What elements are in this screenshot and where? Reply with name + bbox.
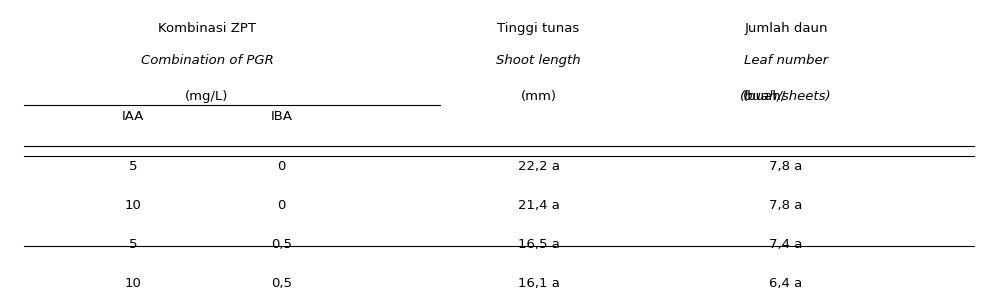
Text: (mm): (mm) [521,90,557,103]
Text: 5: 5 [129,238,137,251]
Text: 7,8 a: 7,8 a [769,160,802,173]
Text: IAA: IAA [122,110,144,123]
Text: IBA: IBA [270,110,292,123]
Text: (buah/sheets): (buah/sheets) [741,90,831,103]
Text: (buah/: (buah/ [743,90,786,103]
Text: 6,4 a: 6,4 a [769,277,802,290]
Text: 7,8 a: 7,8 a [769,199,802,212]
Text: Kombinasi ZPT: Kombinasi ZPT [158,22,256,35]
Text: 10: 10 [125,277,142,290]
Text: 0: 0 [277,160,285,173]
Text: Shoot length: Shoot length [496,55,581,67]
Text: Tinggi tunas: Tinggi tunas [497,22,580,35]
Text: (mg/L): (mg/L) [186,90,229,103]
Text: 5: 5 [129,160,137,173]
Text: 7,4 a: 7,4 a [769,238,802,251]
Text: 16,1 a: 16,1 a [518,277,560,290]
Text: 22,2 a: 22,2 a [518,160,560,173]
Text: Jumlah daun: Jumlah daun [745,22,827,35]
Text: 0,5: 0,5 [270,238,291,251]
Text: Leaf number: Leaf number [744,55,828,67]
Text: 16,5 a: 16,5 a [518,238,560,251]
Text: Combination of PGR: Combination of PGR [141,55,273,67]
Text: 0,5: 0,5 [270,277,291,290]
Text: 21,4 a: 21,4 a [518,199,560,212]
Text: 0: 0 [277,199,285,212]
Text: 10: 10 [125,199,142,212]
